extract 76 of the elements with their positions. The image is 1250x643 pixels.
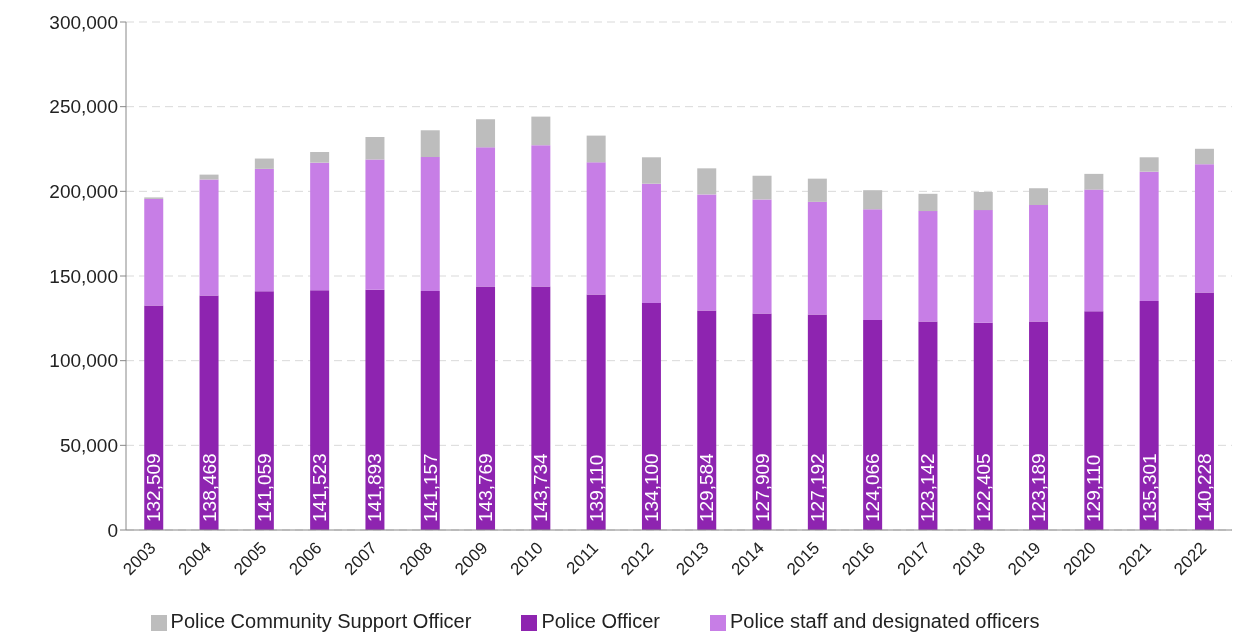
data-label: 141,523	[309, 453, 331, 522]
bar	[254, 158, 274, 169]
bar	[365, 136, 385, 160]
data-label: 141,893	[364, 453, 386, 522]
bar	[807, 178, 827, 202]
bar	[254, 291, 274, 530]
y-tick-label: 300,000	[49, 11, 118, 33]
data-label: 135,301	[1138, 453, 1160, 522]
data-label: 123,189	[1028, 453, 1050, 522]
data-label: 141,059	[253, 453, 275, 522]
y-tick-label: 250,000	[49, 96, 118, 118]
data-label: 143,769	[475, 453, 497, 522]
bar	[1029, 188, 1049, 206]
bar	[697, 194, 717, 311]
bar	[586, 135, 606, 163]
bar	[863, 190, 883, 210]
bar	[1084, 189, 1104, 312]
bar	[1084, 311, 1104, 530]
data-label: 122,405	[972, 453, 994, 522]
bar	[476, 147, 496, 287]
bar	[586, 294, 606, 530]
data-label: 139,110	[585, 454, 607, 522]
bar	[1029, 205, 1049, 322]
bar	[918, 211, 938, 322]
bar	[531, 286, 551, 530]
data-label: 123,142	[917, 453, 939, 522]
bar	[254, 168, 274, 292]
bar	[476, 119, 496, 148]
y-tick-label: 150,000	[49, 265, 118, 287]
data-label: 127,192	[806, 453, 828, 522]
legend-label: Police staff and designated officers	[729, 610, 1040, 632]
bar	[531, 116, 551, 146]
bar	[1084, 173, 1104, 190]
bar	[420, 157, 440, 291]
bar	[1194, 164, 1214, 293]
bar	[1139, 157, 1159, 172]
bar	[365, 159, 385, 290]
data-label: 141,157	[419, 453, 441, 522]
data-label: 124,066	[862, 453, 884, 522]
y-tick-label: 0	[107, 519, 118, 541]
bar	[199, 174, 219, 180]
legend-label: Police Officer	[541, 610, 660, 632]
data-label: 134,100	[640, 453, 662, 522]
bar	[310, 162, 330, 291]
bar	[310, 152, 330, 163]
bar	[752, 199, 772, 314]
bar	[918, 193, 938, 212]
data-label: 143,734	[530, 452, 552, 522]
bar	[420, 290, 440, 530]
bar	[199, 179, 219, 296]
bar	[144, 198, 164, 306]
bar	[973, 192, 993, 211]
data-label: 129,584	[696, 452, 718, 522]
bar	[641, 183, 661, 303]
data-label: 129,110	[1083, 454, 1105, 522]
y-tick-label: 50,000	[59, 435, 118, 457]
bar	[973, 210, 993, 323]
y-tick-label: 200,000	[49, 181, 118, 203]
bar	[420, 130, 440, 158]
bar	[586, 162, 606, 295]
bar	[1194, 148, 1214, 165]
bar	[310, 290, 330, 530]
bar	[752, 175, 772, 200]
y-tick-label: 100,000	[49, 350, 118, 372]
bar	[697, 168, 717, 195]
bar	[641, 157, 661, 184]
bar	[1139, 171, 1159, 301]
bar	[476, 286, 496, 530]
data-label: 132,509	[143, 453, 165, 522]
data-label: 140,228	[1193, 453, 1215, 522]
bar	[863, 209, 883, 320]
legend-label: Police Community Support Officer	[170, 610, 472, 632]
bar	[531, 145, 551, 287]
bar	[807, 201, 827, 315]
data-label: 127,909	[751, 453, 773, 522]
data-label: 138,468	[198, 453, 220, 522]
